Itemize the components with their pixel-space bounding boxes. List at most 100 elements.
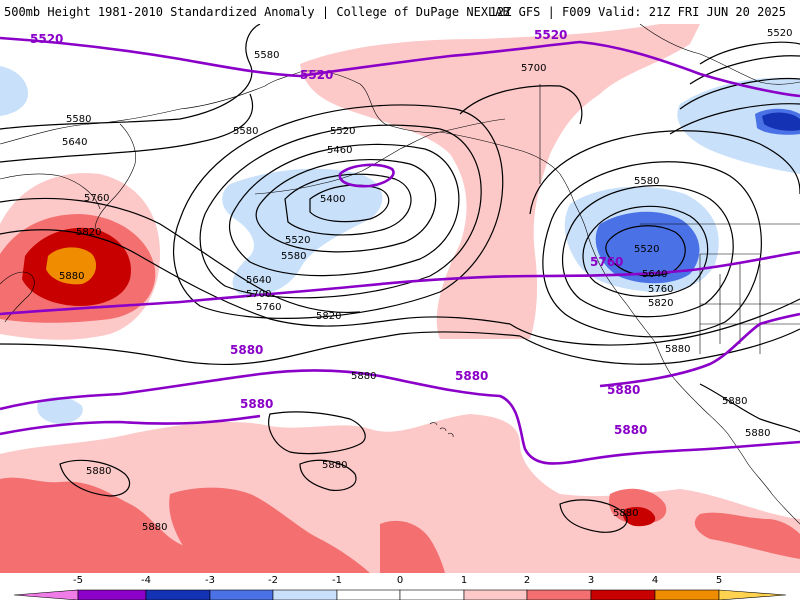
contour-5760-west — [0, 197, 361, 313]
swatch-pos2 — [526, 589, 592, 600]
label-5820: 5820 — [76, 227, 101, 238]
swatch-pos1 — [463, 589, 528, 600]
borders-states — [699, 253, 800, 354]
bold-contours — [0, 36, 800, 465]
contour-5580-north — [0, 24, 261, 130]
colorbar-swatches — [13, 589, 787, 600]
label-5580: 5580 — [281, 251, 306, 262]
label-5880: 5880 — [665, 344, 690, 355]
bold-label-5520: 5520 — [30, 32, 63, 46]
contour-5460-bering — [284, 173, 412, 236]
anomaly-pos2-south5 — [694, 512, 800, 559]
height-contours — [0, 24, 800, 533]
contour-5520-bering — [255, 159, 437, 253]
swatch-neg4 — [145, 589, 211, 600]
anomaly-pos2-south2 — [169, 487, 370, 573]
anomaly-neg1-ne — [677, 77, 800, 174]
label-5880: 5880 — [745, 428, 770, 439]
label-5700: 5700 — [521, 63, 546, 74]
label-5640: 5640 — [642, 269, 667, 280]
coast-alaska-west — [299, 70, 506, 133]
label-5520: 5520 — [634, 244, 659, 255]
bold-contour-labels: 5520 5520 5520 5760 5880 5880 5880 5880 … — [30, 28, 647, 437]
contour-5640-north — [0, 93, 254, 163]
colorbar-tick: 1 — [461, 575, 467, 586]
label-5880: 5880 — [86, 466, 111, 477]
label-5700: 5700 — [246, 289, 271, 300]
anomaly-neg1-pacific — [37, 397, 83, 424]
label-5580: 5580 — [254, 50, 279, 61]
anomaly-pos2-south1 — [0, 477, 210, 573]
anomaly-pos1-alaska — [300, 24, 700, 339]
contour-5820-canada — [509, 298, 800, 346]
bold-label-5880: 5880 — [240, 397, 273, 411]
contour-5640-canada — [561, 185, 734, 318]
anomaly-neg1-nw — [0, 66, 28, 116]
label-5760: 5760 — [256, 302, 281, 313]
contour-5880-north — [0, 331, 521, 366]
map-title: 500mb Height 1981-2010 Standardized Anom… — [4, 5, 510, 19]
swatch-neg3 — [209, 589, 274, 600]
bold-5460-ring — [338, 163, 395, 188]
label-5880: 5880 — [322, 460, 347, 471]
label-5760: 5760 — [648, 284, 673, 295]
contour-5580-ne — [689, 55, 800, 85]
coast-okhotsk — [0, 173, 101, 210]
contour-5760-canada — [529, 130, 800, 215]
bold-label-5880: 5880 — [614, 423, 647, 437]
colorbar-tick: -1 — [332, 575, 342, 586]
contour-5880-trop1 — [268, 411, 366, 455]
swatch-pos3 — [590, 589, 656, 600]
coast-us-west — [654, 341, 749, 465]
colorbar-ticks: -5 -4 -3 -2 -1 0 1 2 3 4 5 — [73, 575, 722, 586]
anomaly-pos3-south — [623, 506, 656, 527]
contour-5700-canada — [542, 161, 762, 338]
anomaly-pos4-west — [46, 247, 97, 285]
coast-japan — [0, 271, 35, 323]
coast-siberia — [0, 71, 301, 145]
contour-5700-bering — [173, 104, 504, 319]
coast-mexico — [747, 463, 800, 525]
label-5880: 5880 — [59, 271, 84, 282]
label-5820: 5820 — [648, 298, 673, 309]
bold-label-5520: 5520 — [534, 28, 567, 42]
contour-5880-canada — [519, 328, 800, 365]
label-5520: 5520 — [767, 28, 792, 39]
contour-5700-ne — [669, 103, 800, 135]
contour-5520-ne — [699, 41, 800, 65]
swatch-neg1 — [336, 589, 401, 600]
bold-label-5760: 5760 — [590, 255, 623, 269]
contour-5880-trop4 — [559, 499, 628, 533]
anomaly-pos2-south3 — [380, 520, 445, 573]
contour-5580-bering — [228, 143, 460, 277]
bold-5520-north — [0, 36, 800, 98]
swatch-neg5 — [13, 589, 79, 600]
bold-label-5880: 5880 — [607, 383, 640, 397]
bold-5760-line — [0, 250, 800, 316]
header-bar: 500mb Height 1981-2010 Standardized Anom… — [0, 0, 800, 24]
model-valid-time: 12Z GFS | F009 Valid: 21Z FRI JUN 20 202… — [489, 5, 786, 19]
contour-5400-bering — [309, 184, 390, 223]
contour-5700-alaska — [459, 85, 583, 125]
contour-5640-bering — [199, 124, 482, 299]
bold-5880-lower — [0, 414, 261, 436]
label-5880: 5880 — [722, 396, 747, 407]
swatch-pos4 — [654, 589, 720, 600]
contour-5820-west — [0, 229, 511, 327]
colorbar-tick: 3 — [588, 575, 594, 586]
label-5580: 5580 — [233, 126, 258, 137]
label-5820: 5820 — [316, 311, 341, 322]
bold-label-5880: 5880 — [230, 343, 263, 357]
label-5580: 5580 — [634, 176, 659, 187]
swatch-pos5 — [718, 589, 787, 600]
contour-5880-trop2 — [59, 459, 131, 497]
colorbar-tick: 4 — [652, 575, 658, 586]
colorbar-tick: -2 — [268, 575, 278, 586]
coast-hawaii — [429, 422, 454, 438]
contour-5880-east — [699, 383, 800, 433]
label-5520: 5520 — [330, 126, 355, 137]
bold-label-5520: 5520 — [300, 68, 333, 82]
anomaly-neg2-canada — [595, 211, 700, 284]
colorbar-tick: 0 — [397, 575, 403, 586]
contour-labels: 5580 5700 5520 5580 5580 5640 5460 5400 … — [59, 28, 792, 533]
